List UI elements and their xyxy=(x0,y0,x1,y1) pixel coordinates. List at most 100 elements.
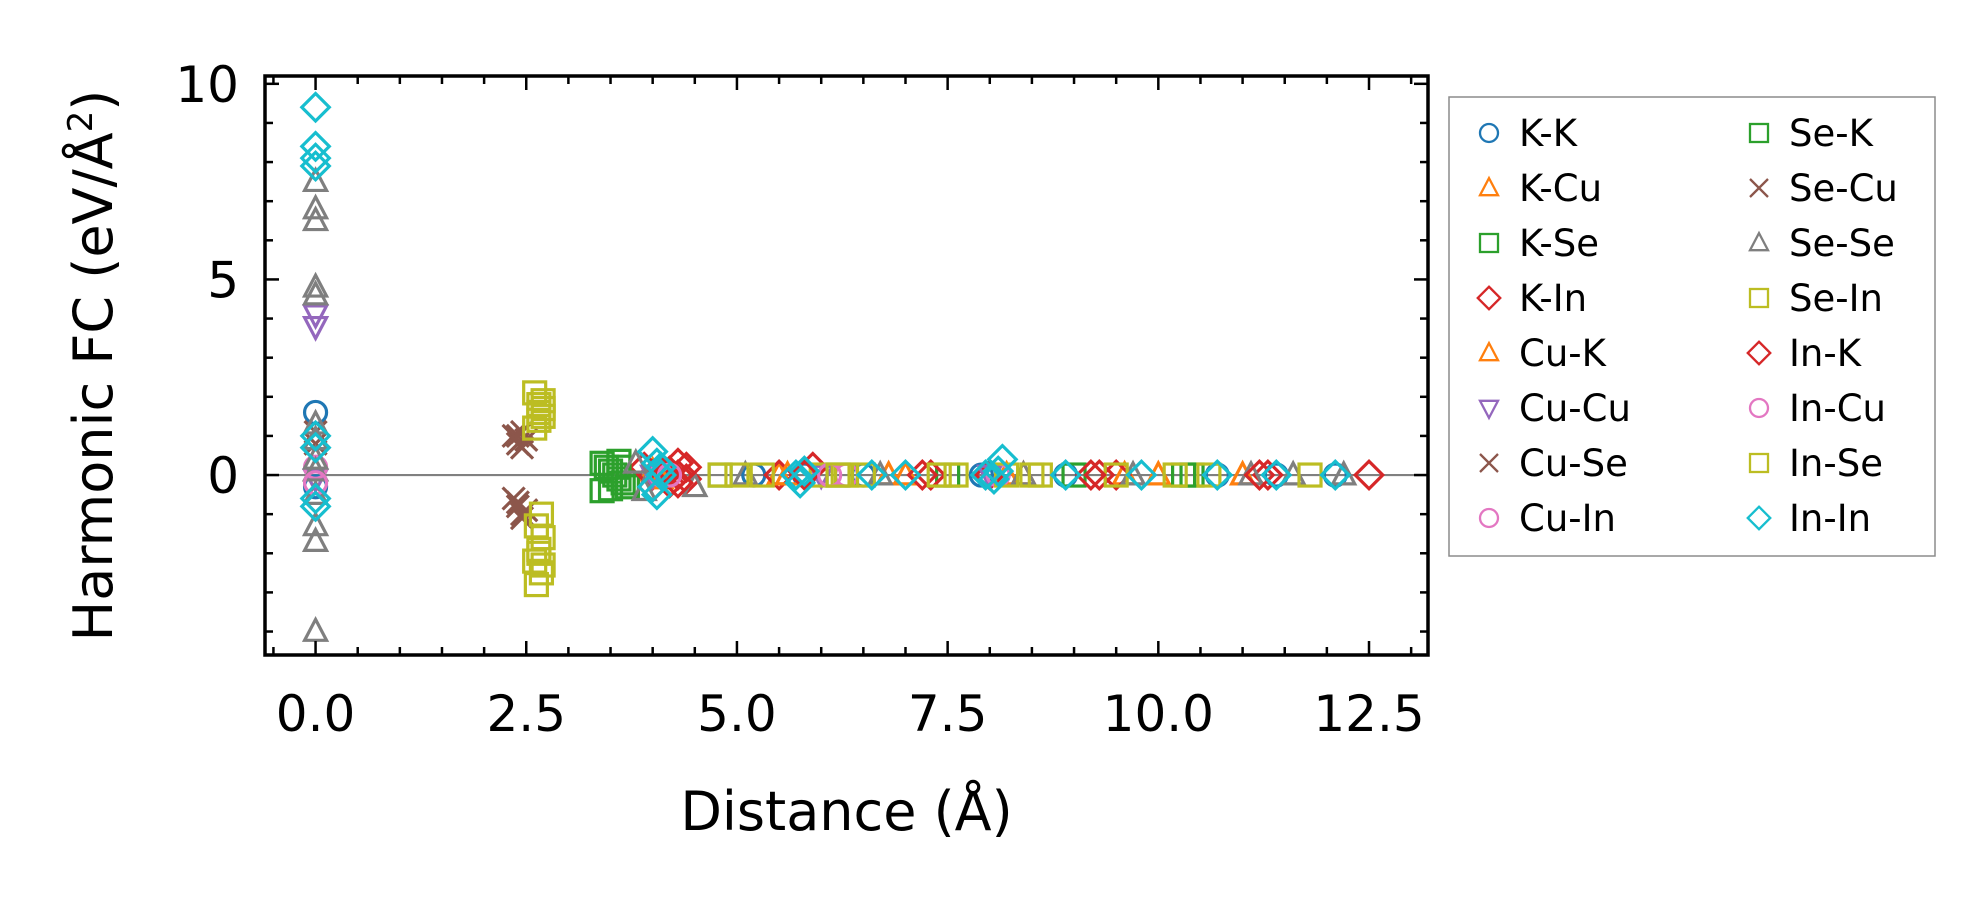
point-in-k-5 xyxy=(1074,459,1107,492)
legend-label-cu-se: Cu-Se xyxy=(1519,442,1628,485)
y-axis-title-main: Harmonic FC (eV/Å xyxy=(61,132,125,641)
series-in-se xyxy=(526,395,1222,578)
legend-label-in-se: In-Se xyxy=(1789,442,1883,485)
legend-label-in-k: In-K xyxy=(1789,332,1863,375)
point-in-se-7 xyxy=(1019,462,1045,488)
point-in-in-12 xyxy=(640,478,673,511)
point-in-in-1 xyxy=(299,130,332,163)
y-tick-label: 10 xyxy=(175,56,239,114)
legend-label-k-in: K-In xyxy=(1519,277,1587,320)
point-in-se-1 xyxy=(530,395,556,422)
legend-marker-in-k xyxy=(1746,340,1772,366)
legend-marker-k-se xyxy=(1478,232,1500,254)
point-cu-se-8 xyxy=(303,431,328,456)
x-tick-label: 7.5 xyxy=(908,685,988,743)
point-in-in-24 xyxy=(1125,459,1158,492)
point-in-in-2 xyxy=(299,142,332,175)
point-k-in-10 xyxy=(914,459,947,492)
point-in-in-5 xyxy=(299,431,332,464)
x-axis-title: Distance (Å) xyxy=(680,779,1012,843)
point-se-se-4 xyxy=(301,279,330,306)
point-cu-cu-1 xyxy=(301,315,330,342)
x-tick-label: 2.5 xyxy=(486,685,566,743)
point-in-in-0 xyxy=(299,91,332,124)
plot-frame xyxy=(263,74,1430,657)
legend-label-k-k: K-K xyxy=(1519,112,1579,155)
legend-marker-in-cu xyxy=(1748,397,1770,419)
legend-label-cu-cu: Cu-Cu xyxy=(1519,387,1631,430)
legend-label-se-k: Se-K xyxy=(1789,112,1875,155)
y-tick-label: 5 xyxy=(207,251,239,309)
legend-marker-cu-cu xyxy=(1478,399,1500,421)
point-k-in-14 xyxy=(1251,459,1284,492)
point-in-k-2 xyxy=(670,451,703,484)
point-se-k-3 xyxy=(597,476,624,502)
axis-ticks xyxy=(265,76,1428,655)
point-in-in-13 xyxy=(645,451,678,484)
legend-marker-k-in xyxy=(1476,285,1502,311)
point-se-k-1 xyxy=(602,462,628,488)
point-se-se-11 xyxy=(301,615,330,642)
point-in-in-4 xyxy=(299,419,332,452)
legend-label-in-in: In-In xyxy=(1789,497,1871,540)
point-in-in-3 xyxy=(299,149,332,182)
point-se-in-12 xyxy=(528,501,555,527)
legend-box xyxy=(1448,96,1936,557)
legend-label-se-se: Se-Se xyxy=(1789,222,1895,265)
point-in-in-17 xyxy=(855,459,888,492)
legend-marker-in-in xyxy=(1746,505,1772,531)
point-se-in-18 xyxy=(943,462,969,488)
legend: K-K K-Cu K-Se K-In Cu-K Cu-Cu Cu-Se Cu-In Se-K Se… xyxy=(1448,96,1936,557)
point-se-in-22 xyxy=(1162,462,1188,488)
legend-marker-cu-k xyxy=(1478,340,1500,362)
point-in-in-8 xyxy=(636,435,669,468)
legend-label-k-se: K-Se xyxy=(1519,222,1599,265)
point-se-in-17 xyxy=(850,462,876,488)
legend-marker-cu-in xyxy=(1478,507,1500,529)
point-se-in-14 xyxy=(724,462,750,488)
tick-labels: 0.0 2.5 5.0 7.5 10.0 12.5 0 5 10 xyxy=(175,56,1424,743)
x-tick-label: 0.0 xyxy=(276,685,356,743)
point-in-in-16 xyxy=(788,455,821,488)
x-tick-label: 10.0 xyxy=(1103,685,1214,743)
point-se-se-0 xyxy=(301,166,330,193)
point-se-se-3 xyxy=(301,271,330,298)
x-tick-label: 5.0 xyxy=(697,685,777,743)
legend-marker-in-se xyxy=(1748,452,1770,474)
legend-marker-se-k xyxy=(1748,122,1770,144)
point-se-se-9 xyxy=(301,510,330,537)
legend-label-se-in: Se-In xyxy=(1789,277,1883,320)
point-in-se-5 xyxy=(825,462,851,488)
series-in-in xyxy=(299,91,1352,523)
point-in-se-4 xyxy=(749,462,775,488)
point-in-in-25 xyxy=(1201,459,1234,492)
point-in-in-6 xyxy=(299,482,332,515)
point-in-in-18 xyxy=(889,459,922,492)
y-axis-title-close: ) xyxy=(62,90,125,111)
point-in-in-27 xyxy=(1319,459,1352,492)
point-k-in-15 xyxy=(1352,459,1386,492)
point-k-in-13 xyxy=(1100,459,1133,492)
point-se-se-12 xyxy=(301,455,330,482)
y-axis-title-superscript: 2 xyxy=(61,111,101,133)
point-in-in-7 xyxy=(299,490,332,523)
point-se-se-10 xyxy=(301,526,330,552)
point-se-in-13 xyxy=(707,462,733,488)
legend-label-cu-k: Cu-K xyxy=(1519,332,1608,375)
point-in-in-26 xyxy=(1260,459,1293,492)
point-in-in-22 xyxy=(986,443,1019,476)
legend-marker-k-k xyxy=(1478,122,1500,144)
point-se-in-3 xyxy=(522,415,548,441)
point-in-se-3 xyxy=(530,552,556,578)
point-in-in-23 xyxy=(1049,459,1082,492)
point-k-k-9 xyxy=(1322,462,1348,488)
point-in-in-14 xyxy=(779,459,812,492)
plot-content xyxy=(265,91,1428,642)
legend-label-cu-in: Cu-In xyxy=(1519,497,1616,540)
point-se-se-13 xyxy=(622,447,650,474)
point-in-k-3 xyxy=(788,459,821,492)
legend-marker-cu-se xyxy=(1479,453,1499,473)
legend-marker-k-cu xyxy=(1478,175,1500,197)
point-se-se-1 xyxy=(301,193,330,220)
legend-label-se-cu: Se-Cu xyxy=(1789,167,1898,210)
